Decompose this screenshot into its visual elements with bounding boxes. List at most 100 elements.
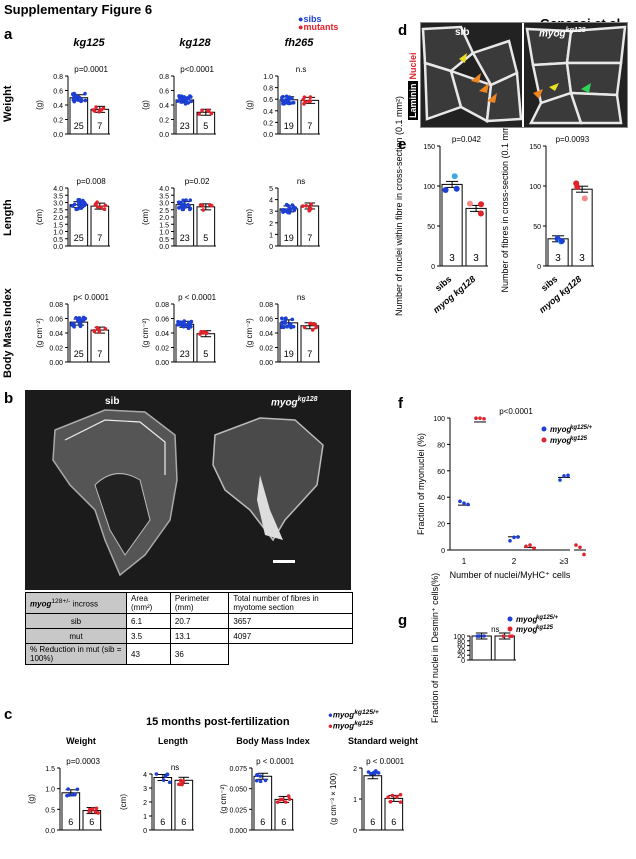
data-point (184, 98, 188, 102)
y-tick-label: 0.0 (263, 132, 273, 139)
y-tick-label: 0 (431, 264, 435, 271)
data-point (501, 634, 506, 638)
data-point (73, 792, 77, 797)
n-label: 7 (307, 121, 312, 131)
x-category-label: myog kg128 (537, 274, 583, 315)
mut-dot-icon: ● (328, 721, 333, 731)
data-point (188, 198, 193, 203)
data-point (176, 319, 180, 324)
y-tick-label: 0.08 (155, 302, 169, 309)
table-header-cell: Total number of fibres in myotome sectio… (228, 592, 353, 614)
data-point (180, 323, 184, 328)
y-tick-label: 5 (269, 186, 273, 193)
table-header-cell: myog128+/- incross (25, 592, 127, 614)
data-point (181, 198, 185, 203)
data-point (309, 321, 313, 326)
y-tick-label: 0.08 (259, 302, 273, 309)
p-value-label: p < 0.0001 (366, 757, 405, 766)
data-point (290, 317, 295, 322)
y-tick-label: 50 (427, 224, 435, 231)
chart-title: Standard weight (348, 736, 418, 746)
data-point (206, 108, 210, 113)
data-point (278, 797, 283, 802)
y-tick-label: 40 (457, 648, 465, 655)
legend-het: myog (332, 710, 355, 720)
data-point (466, 200, 473, 207)
table-row: sib 6.1 20.7 3657 (25, 613, 353, 629)
morphometry-table: myog128+/- incross Area (mm²) Perimeter … (25, 592, 353, 665)
y-tick-label: 2.0 (159, 215, 169, 222)
n-label: 6 (370, 817, 375, 827)
y-tick-label: 0.04 (49, 331, 63, 338)
data-point (93, 810, 98, 814)
data-point (182, 320, 186, 325)
n-label: 6 (391, 817, 396, 827)
data-point (284, 316, 288, 320)
data-point (395, 795, 399, 799)
data-point (386, 795, 390, 800)
panel-label-c: c (4, 706, 13, 723)
panel-label-g: g (398, 612, 408, 629)
data-point (288, 322, 293, 326)
data-point (313, 322, 318, 327)
y-tick-label: 2 (143, 800, 147, 807)
y-tick-label: 0.5 (53, 237, 63, 244)
data-point (578, 545, 582, 550)
n-label: 7 (97, 349, 102, 359)
y-tick-label: 0.06 (259, 317, 273, 324)
chart-title: Body Mass Index (236, 736, 310, 746)
legend-dot-icon (541, 437, 547, 443)
data-point (74, 97, 79, 101)
data-point (368, 771, 373, 776)
data-point (178, 778, 183, 783)
data-point (201, 331, 206, 335)
data-point (179, 98, 183, 103)
p-value-label: p < 0.0001 (178, 293, 217, 302)
data-point (478, 201, 485, 208)
data-point (83, 98, 88, 103)
y-tick-label: 0.00 (259, 360, 273, 367)
table-cell: 6.1 (126, 613, 171, 629)
data-point (288, 324, 293, 329)
y-tick-label: 0.5 (45, 807, 55, 814)
data-point (91, 108, 96, 112)
y-axis-label: (g) (141, 100, 150, 110)
data-point (284, 202, 289, 207)
y-tick-label: 0.00 (49, 360, 63, 367)
data-point (283, 209, 288, 213)
y-tick-label: 20 (437, 522, 445, 529)
data-point (97, 330, 102, 334)
y-tick-label: 100 (453, 634, 465, 641)
y-tick-label: 0.5 (159, 237, 169, 244)
y-tick-label: 0.0 (53, 244, 63, 251)
y-axis-label: (g cm⁻²) (35, 318, 44, 348)
data-point (516, 535, 520, 539)
data-point (451, 173, 458, 180)
table-row: mut 3.5 13.1 4097 (25, 628, 353, 644)
data-point (96, 326, 100, 331)
data-point (302, 95, 307, 99)
y-tick-label: 0.06 (49, 317, 63, 324)
p-value-label: p<0.0001 (180, 65, 214, 74)
legend-mutants: mutants (303, 22, 339, 32)
y-tick-label: 0.02 (49, 346, 63, 353)
legend-label: myog (550, 436, 571, 445)
table-cell: 36 (169, 643, 230, 665)
table-cell: % Reduction in mut (sib = 100%) (25, 643, 127, 665)
y-tick-label: 0.02 (155, 346, 169, 353)
y-tick-label: 100 (529, 184, 541, 191)
n-label: 5 (203, 349, 208, 359)
data-point (161, 778, 166, 782)
y-tick-label: 0.08 (49, 302, 63, 309)
data-point (95, 200, 99, 205)
data-point (179, 204, 184, 208)
data-point (77, 203, 81, 208)
data-point (284, 94, 289, 99)
y-tick-label: 40 (437, 495, 445, 502)
legend-sup: kg125/+ (570, 425, 593, 431)
y-tick-label: 4 (143, 772, 147, 779)
data-point (74, 316, 78, 320)
y-tick-label: 80 (437, 442, 445, 449)
data-point (290, 203, 295, 207)
y-tick-label: 50 (533, 224, 541, 231)
